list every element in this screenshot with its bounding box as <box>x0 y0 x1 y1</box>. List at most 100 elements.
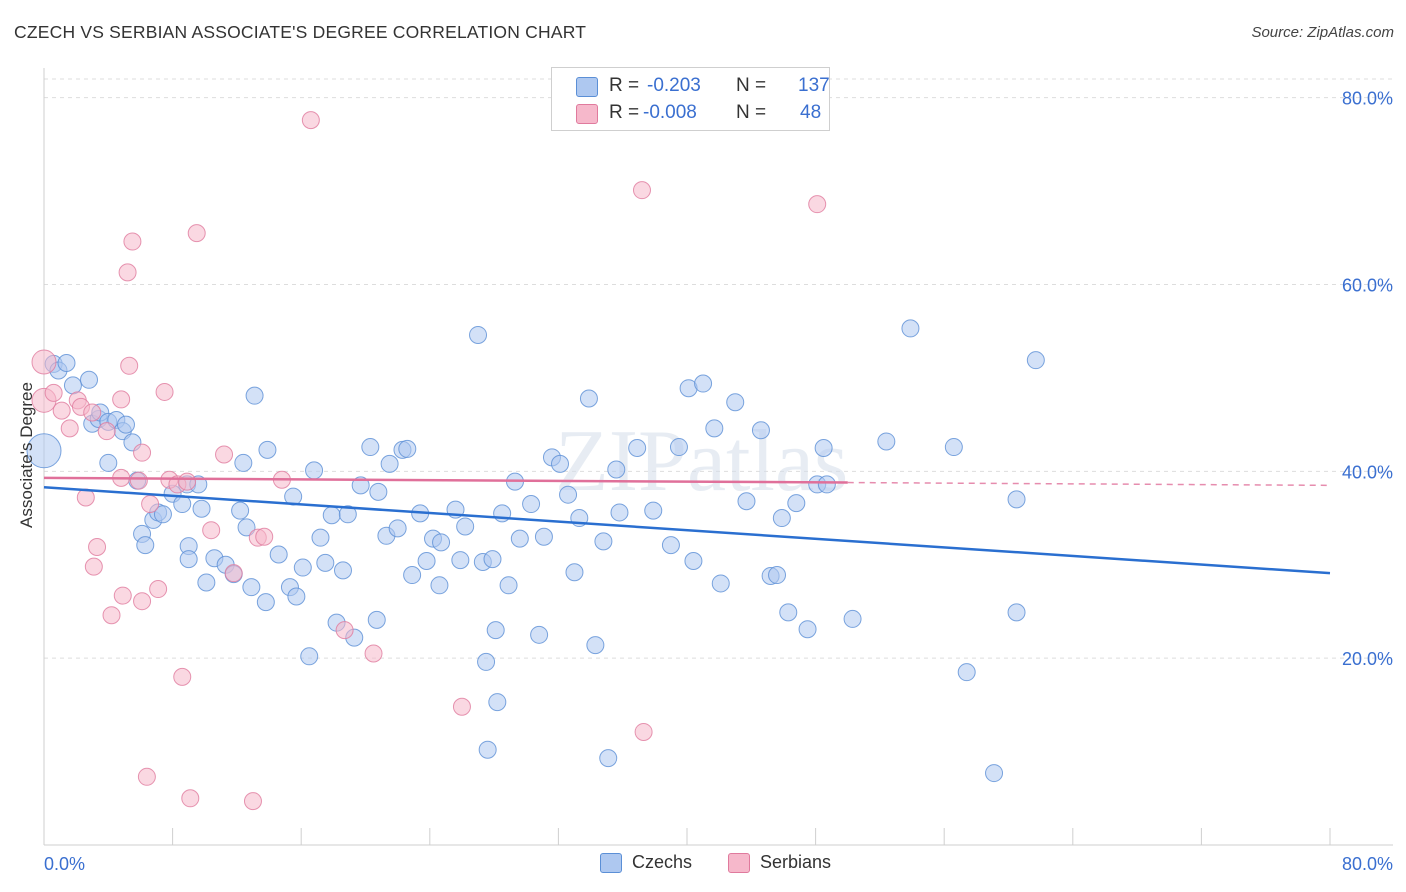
czech-point <box>179 550 198 569</box>
y-axis-label: Associate's Degree <box>17 382 36 528</box>
czech-point <box>136 536 155 555</box>
serbian-point <box>243 792 262 811</box>
serbian-point <box>187 224 206 243</box>
chart-title: CZECH VS SERBIAN ASSOCIATE'S DEGREE CORR… <box>14 22 587 42</box>
czech-point <box>256 593 275 612</box>
czech-point <box>499 576 518 595</box>
czech-point <box>486 621 505 640</box>
czech-point <box>63 376 82 395</box>
czech-point <box>451 551 470 570</box>
czech-point <box>231 501 250 520</box>
czech-point <box>661 536 680 555</box>
watermark: ZIPatlas <box>555 413 848 510</box>
czech-point <box>258 440 277 459</box>
czech-point <box>901 319 920 338</box>
serbian-trend-line <box>43 476 848 484</box>
czech-point <box>1026 351 1045 370</box>
serbian-point <box>215 445 234 464</box>
czech-point <box>192 499 211 518</box>
legend-r-label: R = <box>609 102 640 123</box>
czech-point <box>237 518 256 537</box>
czech-point <box>351 476 370 495</box>
czech-point <box>772 509 791 528</box>
axes <box>43 68 1393 846</box>
czech-point <box>99 453 118 472</box>
gridlines <box>44 78 1393 659</box>
czech-point <box>669 438 688 457</box>
czech-point <box>300 647 319 666</box>
serbian-point <box>255 527 274 546</box>
czech-point <box>469 325 488 344</box>
czech-point <box>245 386 264 405</box>
czech-point <box>814 438 833 457</box>
czech-point <box>751 421 770 440</box>
serbians-swatch <box>576 104 598 124</box>
czech-point <box>361 438 380 457</box>
czech-point <box>197 573 216 592</box>
czech-point <box>333 561 352 580</box>
serbian-point <box>137 767 156 786</box>
czech-point <box>488 693 507 712</box>
czech-point <box>779 603 798 622</box>
czech-point <box>380 454 399 473</box>
serbian-point <box>149 580 168 599</box>
czech-point <box>705 419 724 438</box>
serbian-point <box>118 263 137 282</box>
czech-point <box>26 433 62 469</box>
tick-labels: 20.0% 40.0% 60.0% 80.0% 0.0% 80.0% <box>44 89 1393 874</box>
czech-point <box>694 374 713 393</box>
serbian-point <box>129 471 148 490</box>
czech-point <box>510 529 529 548</box>
czech-point <box>456 517 475 536</box>
czech-point <box>817 475 836 494</box>
serbian-point <box>634 722 653 741</box>
serbian-point <box>113 586 132 605</box>
czech-point <box>369 482 388 501</box>
czech-point <box>398 439 417 458</box>
serbian-point <box>44 383 63 402</box>
legend-n-label: N = <box>736 75 767 96</box>
czech-point <box>607 460 626 479</box>
czech-point <box>417 552 436 571</box>
y-tick-label: 20.0% <box>1342 649 1393 669</box>
czech-point <box>787 494 806 513</box>
czech-point <box>594 532 613 551</box>
x-tick-label: 80.0% <box>1342 854 1393 874</box>
czech-point <box>644 501 663 520</box>
czech-point <box>1007 603 1026 622</box>
stats-legend: R = -0.203 N = 137 R = -0.008 N = 48 <box>551 67 830 131</box>
legend-r-value: -0.008 <box>643 102 697 123</box>
czech-point <box>430 576 449 595</box>
y-tick-label: 80.0% <box>1342 89 1393 109</box>
y-tick-label: 60.0% <box>1342 276 1393 296</box>
czech-point <box>116 415 135 434</box>
czech-point <box>737 492 756 511</box>
czech-point <box>388 519 407 538</box>
serbian-point <box>112 390 131 409</box>
czech-point <box>711 574 730 593</box>
serbian-point <box>83 403 102 422</box>
serbian-point <box>632 181 651 200</box>
legend-r-value: -0.203 <box>647 75 701 96</box>
czech-point <box>305 461 324 480</box>
czech-point <box>478 740 497 759</box>
czech-point <box>153 505 172 524</box>
serbian-point <box>88 538 107 557</box>
serbian-point <box>84 557 103 576</box>
czech-point <box>628 438 647 457</box>
czech-point <box>477 652 496 671</box>
serbian-point <box>301 111 320 130</box>
czech-point <box>579 389 598 408</box>
trend-lines <box>43 476 1331 575</box>
czech-point <box>559 485 578 504</box>
czech-point <box>80 370 99 389</box>
czech-point <box>316 553 335 572</box>
serbian-point <box>31 349 57 375</box>
serbian-point <box>120 356 139 375</box>
serbian-point <box>52 401 71 420</box>
serbian-point <box>202 521 221 540</box>
czech-point <box>311 528 330 547</box>
serbian-point <box>102 606 121 625</box>
czech-point <box>367 610 386 629</box>
czech-point <box>551 454 570 473</box>
